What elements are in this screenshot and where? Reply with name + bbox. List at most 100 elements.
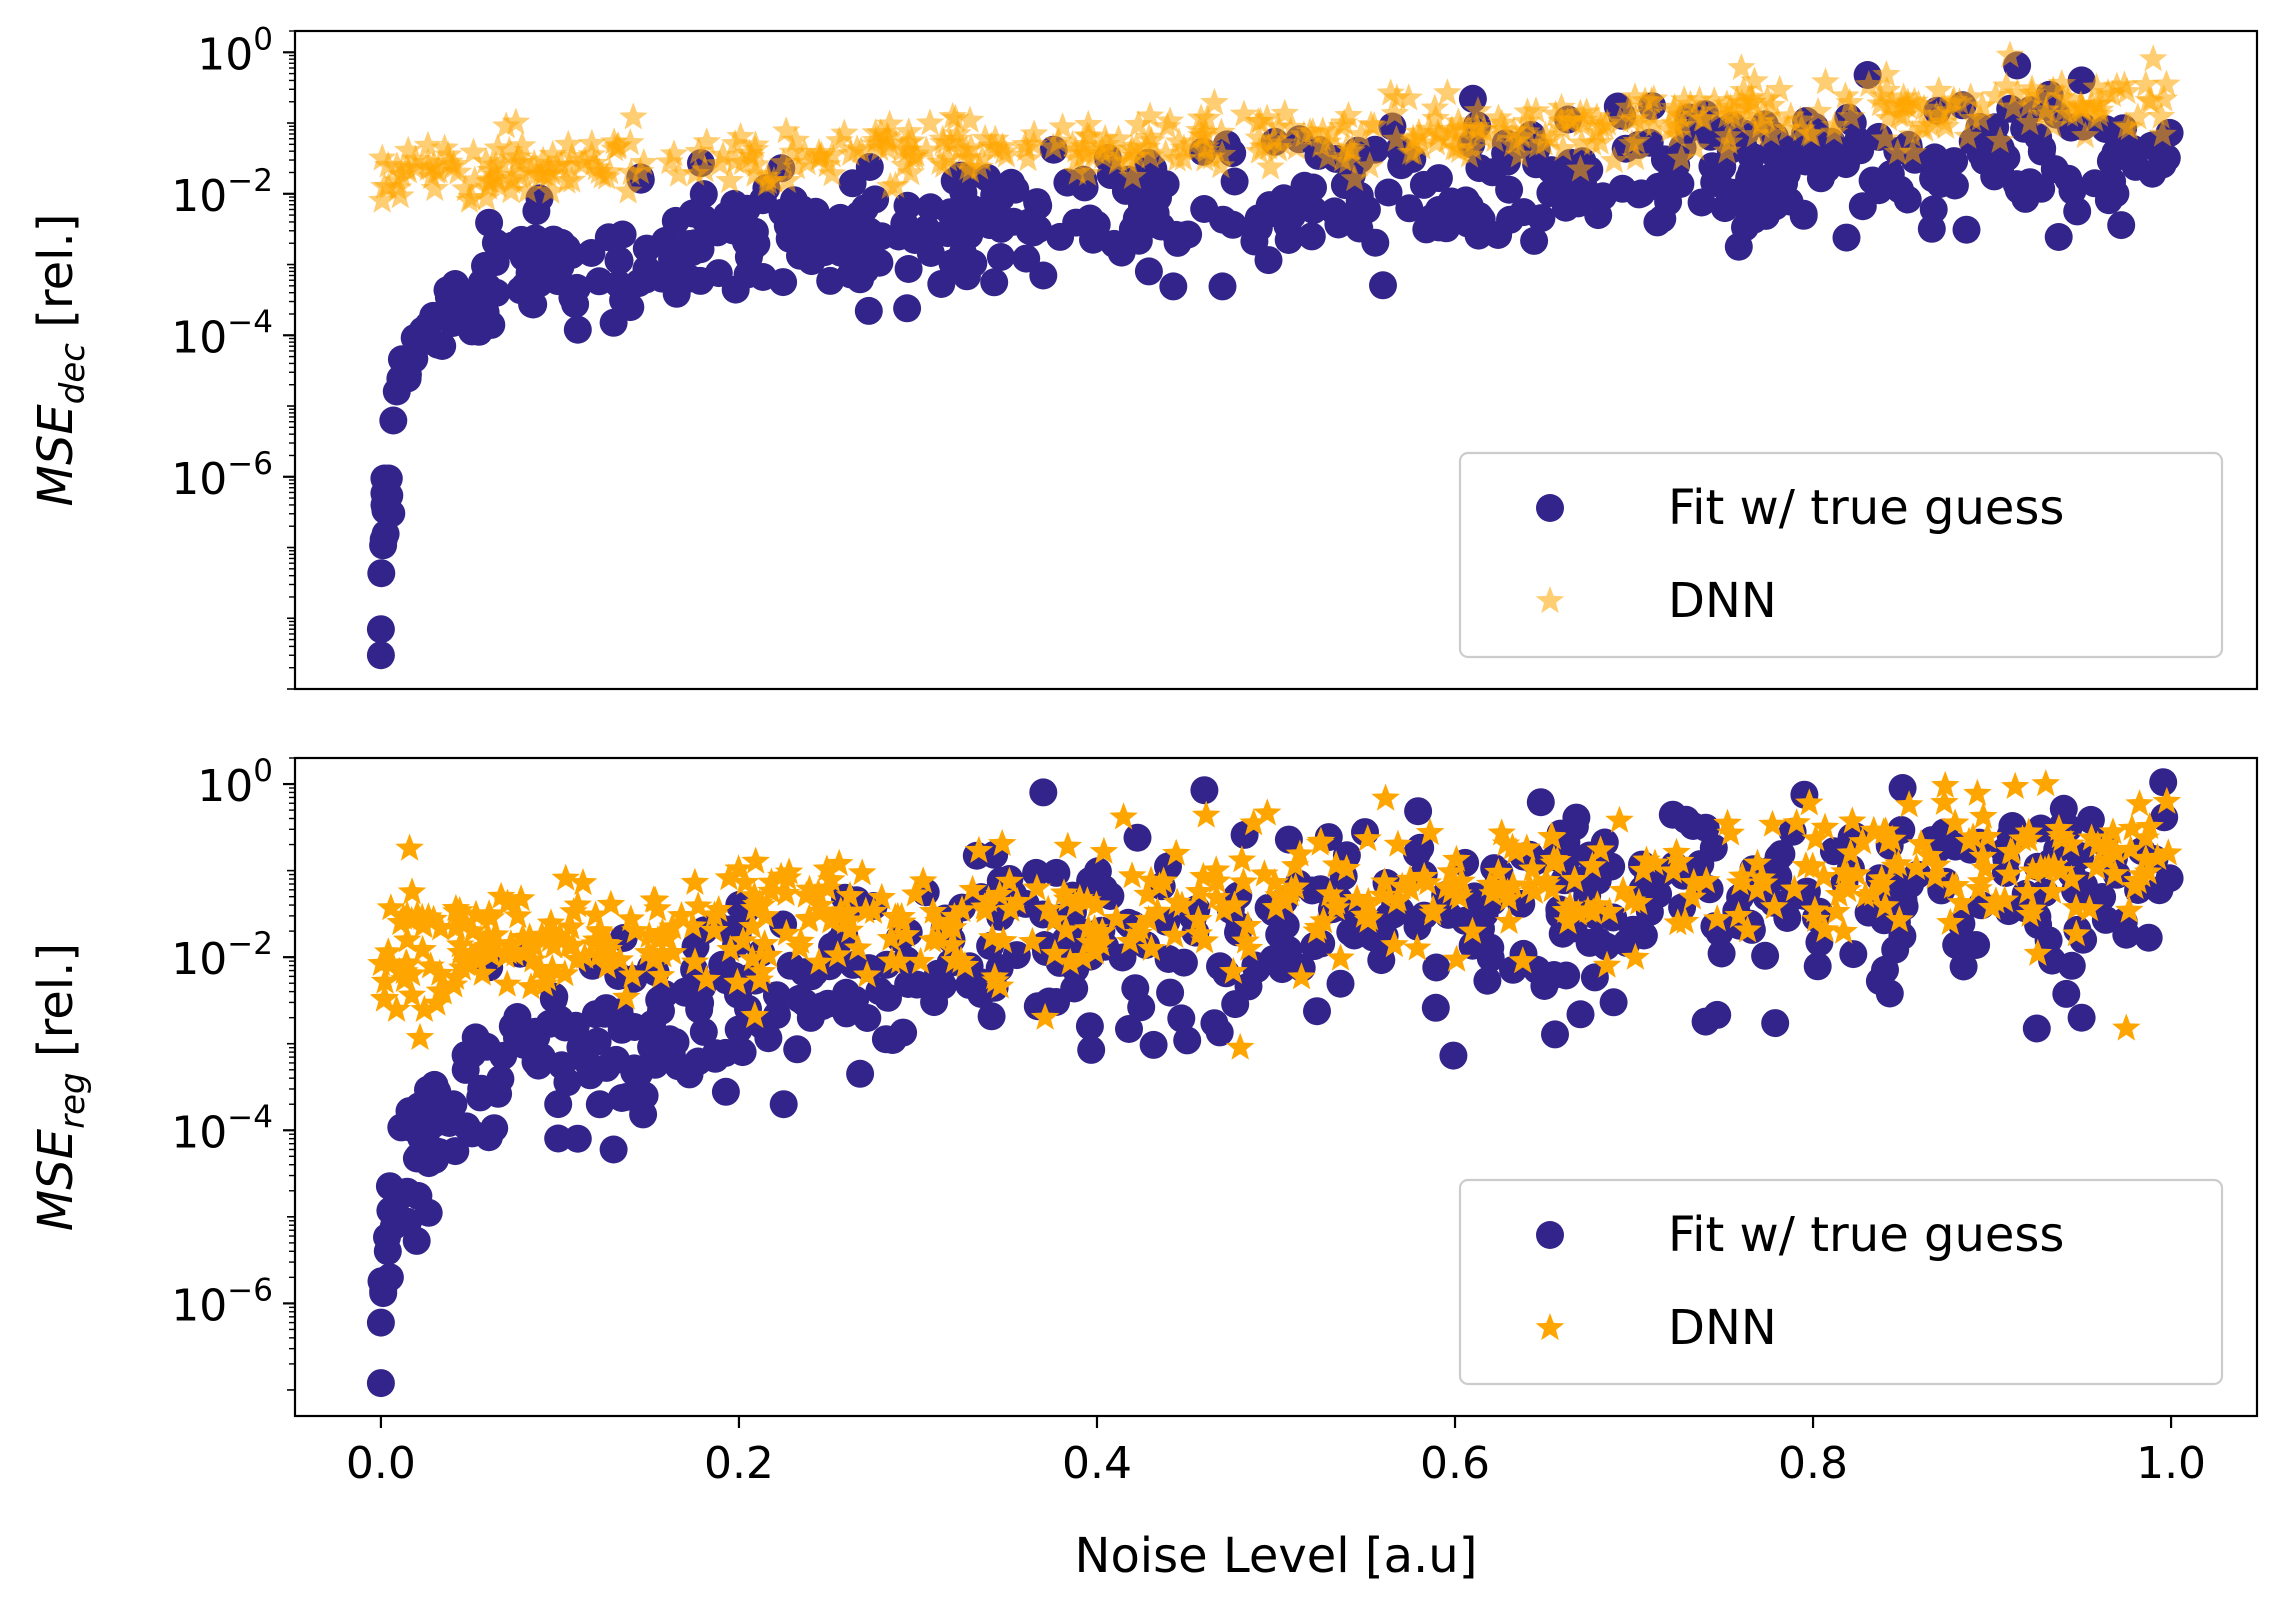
dnn-point — [1936, 907, 1965, 935]
dnn-point — [1531, 120, 1560, 148]
dnn-point — [2047, 68, 2077, 96]
dnn-point — [1190, 926, 1219, 954]
dnn-point — [2123, 865, 2152, 893]
dnn-point — [1968, 91, 1997, 119]
dnn-point — [1634, 98, 1664, 126]
dnn-point — [740, 1000, 769, 1029]
dnn-point — [1829, 916, 1858, 944]
fit-point — [711, 1077, 740, 1106]
dnn-point — [1494, 884, 1524, 912]
dnn-point — [1712, 89, 1742, 117]
dnn-point — [1433, 78, 1462, 106]
dnn-point — [1898, 137, 1927, 165]
dnn-point — [1547, 106, 1576, 134]
dnn-point — [1555, 891, 1585, 919]
y-tick-label: 10−2 — [171, 163, 273, 222]
dnn-point — [1810, 915, 1840, 943]
dnn-point — [2017, 74, 2047, 102]
dnn-point — [1617, 886, 1647, 914]
fit-point — [1942, 931, 1971, 959]
dnn-point — [1407, 132, 1437, 160]
dnn-point — [1200, 87, 1229, 116]
dnn-point — [577, 140, 606, 168]
dnn-point — [965, 152, 994, 180]
dnn-point — [408, 934, 437, 963]
dnn-point — [1073, 121, 1102, 149]
dnn-point — [555, 150, 584, 178]
dnn-point — [370, 966, 400, 994]
dnn-point — [2018, 894, 2047, 922]
dnn-point — [985, 879, 1014, 907]
dnn-point — [1906, 829, 1936, 857]
y-tick-label: 10−6 — [171, 1272, 273, 1331]
dnn-point — [859, 896, 888, 924]
fit-point — [2034, 926, 2063, 955]
fit-point — [734, 243, 763, 272]
dnn-point — [925, 147, 955, 175]
dnn-point — [472, 183, 501, 211]
dnn-point — [2038, 75, 2068, 103]
dnn-point — [1353, 824, 1382, 852]
dnn-point — [538, 953, 567, 981]
fit-point — [1042, 858, 1071, 887]
top-y-axis-label: MSEdec [rel.] — [28, 214, 93, 507]
dnn-point — [1614, 92, 1644, 120]
dnn-point — [792, 148, 822, 176]
fit-point — [1075, 1012, 1104, 1041]
dnn-point — [1688, 104, 1717, 132]
dnn-point — [613, 176, 643, 204]
fit-point — [1949, 952, 1978, 981]
dnn-point — [1798, 851, 1827, 879]
dnn-point — [507, 131, 537, 159]
dnn-point — [563, 944, 592, 973]
dnn-point — [680, 947, 710, 975]
fit-point — [1743, 168, 1772, 197]
top-legend-fit-label: Fit w/ true guess — [1668, 480, 2064, 536]
dnn-point — [1280, 851, 1310, 879]
dnn-point — [496, 176, 526, 204]
fit-point — [1290, 189, 1318, 218]
dnn-point — [617, 960, 647, 988]
fit-point — [405, 1092, 434, 1121]
fit-point — [1297, 222, 1326, 251]
dnn-point — [1692, 866, 1721, 894]
fit-point — [1139, 1030, 1168, 1059]
fit-point — [1854, 898, 1883, 927]
fit-point — [854, 296, 883, 325]
dnn-point — [2013, 877, 2042, 905]
bottom-panel: 100 10−2 10−4 10−6 0.0 0.2 0.4 0.6 0.8 1.0 MSEre… — [28, 753, 2259, 1584]
dnn-point — [1443, 879, 1473, 907]
dnn-point — [1355, 151, 1385, 179]
dnn-point — [1743, 848, 1772, 876]
dnn-point — [1233, 910, 1263, 938]
dnn-point — [923, 924, 953, 952]
dnn-point — [989, 137, 1019, 165]
dnn-point — [1914, 840, 1944, 868]
dnn-point — [1617, 128, 1647, 156]
dnn-point — [964, 835, 994, 863]
fit-point — [807, 224, 836, 253]
dnn-point — [852, 960, 882, 988]
dnn-point — [968, 144, 997, 172]
dnn-point — [1164, 127, 1194, 155]
dnn-point — [2026, 853, 2055, 881]
fit-point — [1724, 232, 1753, 261]
fit-point — [1320, 197, 1349, 226]
fit-point — [893, 294, 922, 323]
dnn-point — [928, 124, 957, 152]
dnn-point — [1578, 128, 1607, 156]
fit-point — [1526, 788, 1555, 817]
fit-point — [749, 263, 777, 291]
fit-point — [498, 1012, 527, 1041]
dnn-point — [1048, 112, 1077, 140]
dnn-point — [1659, 96, 1689, 124]
dnn-point — [980, 962, 1009, 990]
bottom-legend-dnn-marker — [1535, 1313, 1565, 1341]
y-tick-label: 10−2 — [171, 926, 273, 985]
dnn-point — [1499, 116, 1528, 144]
fit-point — [689, 180, 718, 209]
dnn-point — [568, 868, 598, 896]
dnn-point — [1797, 119, 1826, 147]
dnn-point — [1225, 1032, 1255, 1060]
dnn-point — [1889, 101, 1918, 129]
